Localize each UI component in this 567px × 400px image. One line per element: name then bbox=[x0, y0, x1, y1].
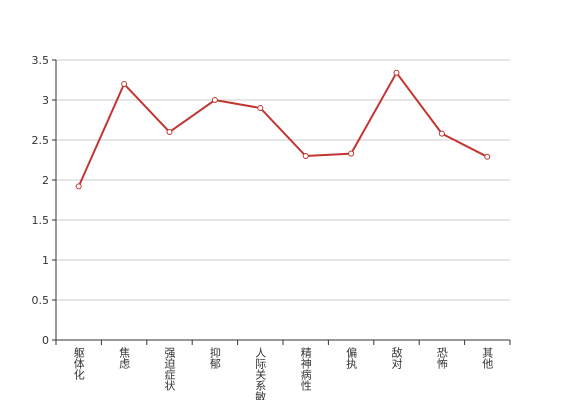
x-tick-label: 精神病性 bbox=[299, 347, 312, 392]
y-tick-label: 0.5 bbox=[32, 294, 50, 307]
x-tick-label: 恐怖 bbox=[435, 347, 448, 369]
point bbox=[75, 183, 82, 190]
point bbox=[302, 153, 309, 159]
point bbox=[166, 129, 173, 135]
x-tick-label: 躯体化 bbox=[72, 347, 85, 381]
x-tick-label: 强迫症状 bbox=[163, 347, 176, 391]
line bbox=[77, 70, 488, 187]
y-tick-label: 3 bbox=[42, 94, 49, 107]
point bbox=[438, 130, 445, 137]
x-tick-label: 抑郁 bbox=[208, 346, 221, 369]
point bbox=[484, 153, 491, 160]
point bbox=[348, 150, 355, 157]
y-tick-label: 2 bbox=[42, 174, 49, 187]
y-tick-label: 1 bbox=[42, 254, 49, 267]
x-tick-label: 其他 bbox=[481, 347, 494, 369]
point bbox=[393, 69, 400, 76]
y-tick-label: 0 bbox=[42, 334, 49, 347]
y-tick-label: 2.5 bbox=[32, 134, 50, 147]
y-tick-label: 3.5 bbox=[32, 54, 50, 67]
x-tick-label: 焦虑 bbox=[118, 347, 131, 369]
x-tick-label: 人际关系敏感 bbox=[254, 347, 267, 400]
x-tick-label: 偏执 bbox=[345, 346, 358, 370]
point bbox=[211, 97, 218, 103]
x-tick-label: 敌对 bbox=[390, 346, 403, 369]
y-tick-label: 1.5 bbox=[32, 214, 50, 227]
point bbox=[121, 81, 128, 87]
point bbox=[257, 105, 264, 111]
